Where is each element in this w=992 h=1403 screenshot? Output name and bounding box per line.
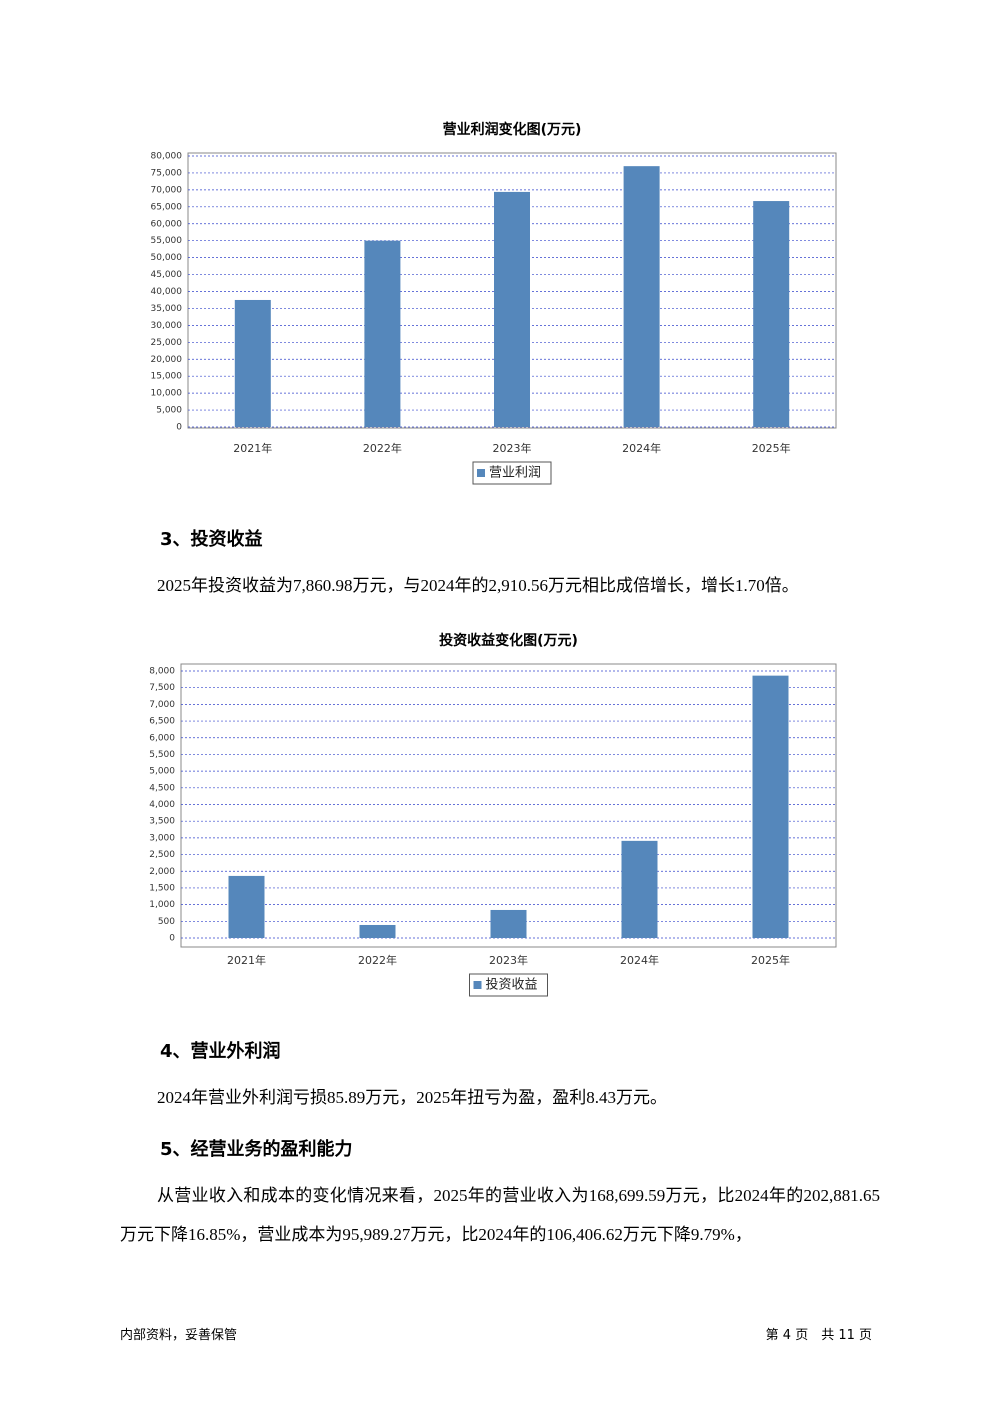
paragraph: 2025年投资收益为7,860.98万元，与2024年的2,910.56万元相比… (157, 576, 799, 595)
y-tick-label: 2,500 (149, 850, 175, 860)
footer-right: 第 4 页 共 11 页 (765, 1328, 872, 1343)
bar (621, 840, 658, 938)
y-tick-label: 3,000 (149, 833, 175, 843)
y-tick-label: 65,000 (151, 202, 183, 212)
y-tick-label: 4,500 (149, 783, 175, 793)
bar (359, 924, 396, 938)
bar (228, 875, 265, 938)
y-tick-label: 3,500 (149, 817, 175, 827)
y-tick-label: 60,000 (151, 219, 183, 229)
bar (490, 909, 527, 938)
y-tick-label: 5,500 (149, 750, 175, 760)
y-tick-label: 70,000 (151, 185, 183, 195)
y-tick-label: 1,500 (149, 883, 175, 893)
y-tick-label: 7,000 (149, 700, 175, 710)
bar (753, 201, 790, 427)
y-tick-label: 15,000 (151, 372, 183, 382)
y-tick-label: 5,000 (156, 406, 182, 416)
heading: 4、营业外利润 (160, 1041, 281, 1062)
y-tick-label: 35,000 (151, 304, 183, 314)
y-tick-label: 80,000 (151, 152, 183, 162)
bar (623, 166, 660, 427)
y-tick-label: 50,000 (151, 253, 183, 263)
x-tick-label: 2025年 (751, 953, 790, 967)
paragraph: 2024年营业外利润亏损85.89万元，2025年扭亏为盈，盈利8.43万元。 (157, 1088, 667, 1107)
y-tick-label: 500 (158, 917, 175, 927)
bar (494, 191, 530, 427)
y-tick-label: 25,000 (151, 338, 183, 348)
y-tick-label: 4,000 (149, 800, 175, 810)
y-tick-label: 20,000 (151, 355, 183, 365)
y-tick-label: 55,000 (151, 236, 183, 246)
x-tick-label: 2024年 (620, 953, 659, 967)
x-tick-label: 2021年 (233, 441, 272, 455)
y-tick-label: 2,000 (149, 867, 175, 877)
footer-left: 内部资料，妥善保管 (120, 1328, 238, 1343)
legend-box (469, 973, 548, 997)
bar (752, 675, 789, 938)
y-tick-label: 8,000 (149, 667, 175, 677)
y-tick-label: 0 (169, 934, 175, 944)
x-tick-label: 2021年 (227, 953, 266, 967)
bar (364, 240, 401, 427)
bar (234, 299, 271, 427)
x-tick-label: 2025年 (752, 441, 791, 455)
y-tick-label: 6,000 (149, 733, 175, 743)
y-tick-label: 10,000 (151, 389, 183, 399)
chart-title: 投资收益变化图(万元) (439, 632, 578, 649)
legend-swatch (477, 469, 485, 477)
chart-title: 营业利润变化图(万元) (443, 121, 582, 138)
paragraph: 从营业收入和成本的变化情况来看，2025年的营业收入为168,699.59万元，… (120, 1186, 880, 1244)
y-tick-label: 1,000 (149, 900, 175, 910)
x-tick-label: 2022年 (363, 441, 402, 455)
y-tick-label: 45,000 (151, 270, 183, 280)
heading: 5、经营业务的盈利能力 (160, 1139, 353, 1160)
x-tick-label: 2024年 (622, 441, 661, 455)
legend-label: 投资收益 (486, 977, 538, 993)
y-tick-label: 7,500 (149, 683, 175, 693)
legend-label: 营业利润 (489, 466, 541, 481)
x-tick-label: 2022年 (358, 953, 397, 967)
plot-frame (180, 663, 837, 948)
y-tick-label: 40,000 (151, 287, 183, 297)
y-tick-label: 6,500 (149, 717, 175, 727)
y-tick-label: 5,000 (149, 767, 175, 777)
heading: 3、投资收益 (160, 529, 263, 550)
x-tick-label: 2023年 (489, 953, 528, 967)
x-tick-label: 2023年 (493, 441, 532, 455)
y-tick-label: 30,000 (151, 321, 183, 331)
legend-swatch (473, 981, 482, 989)
y-tick-label: 75,000 (151, 168, 183, 178)
y-tick-label: 0 (176, 423, 182, 433)
legend-box (472, 461, 552, 485)
